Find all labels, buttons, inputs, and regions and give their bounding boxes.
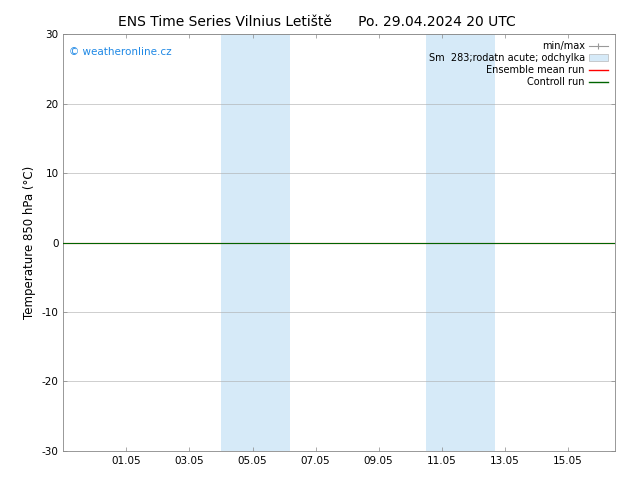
Bar bbox=[221, 34, 290, 451]
Y-axis label: Temperature 850 hPa (°C): Temperature 850 hPa (°C) bbox=[23, 166, 36, 319]
Text: © weatheronline.cz: © weatheronline.cz bbox=[69, 47, 172, 57]
Legend: min/max, Sm  283;rodatn acute; odchylka, Ensemble mean run, Controll run: min/max, Sm 283;rodatn acute; odchylka, … bbox=[427, 39, 610, 89]
Text: ENS Time Series Vilnius Letiště      Po. 29.04.2024 20 UTC: ENS Time Series Vilnius Letiště Po. 29.0… bbox=[118, 15, 516, 29]
Bar bbox=[426, 34, 495, 451]
